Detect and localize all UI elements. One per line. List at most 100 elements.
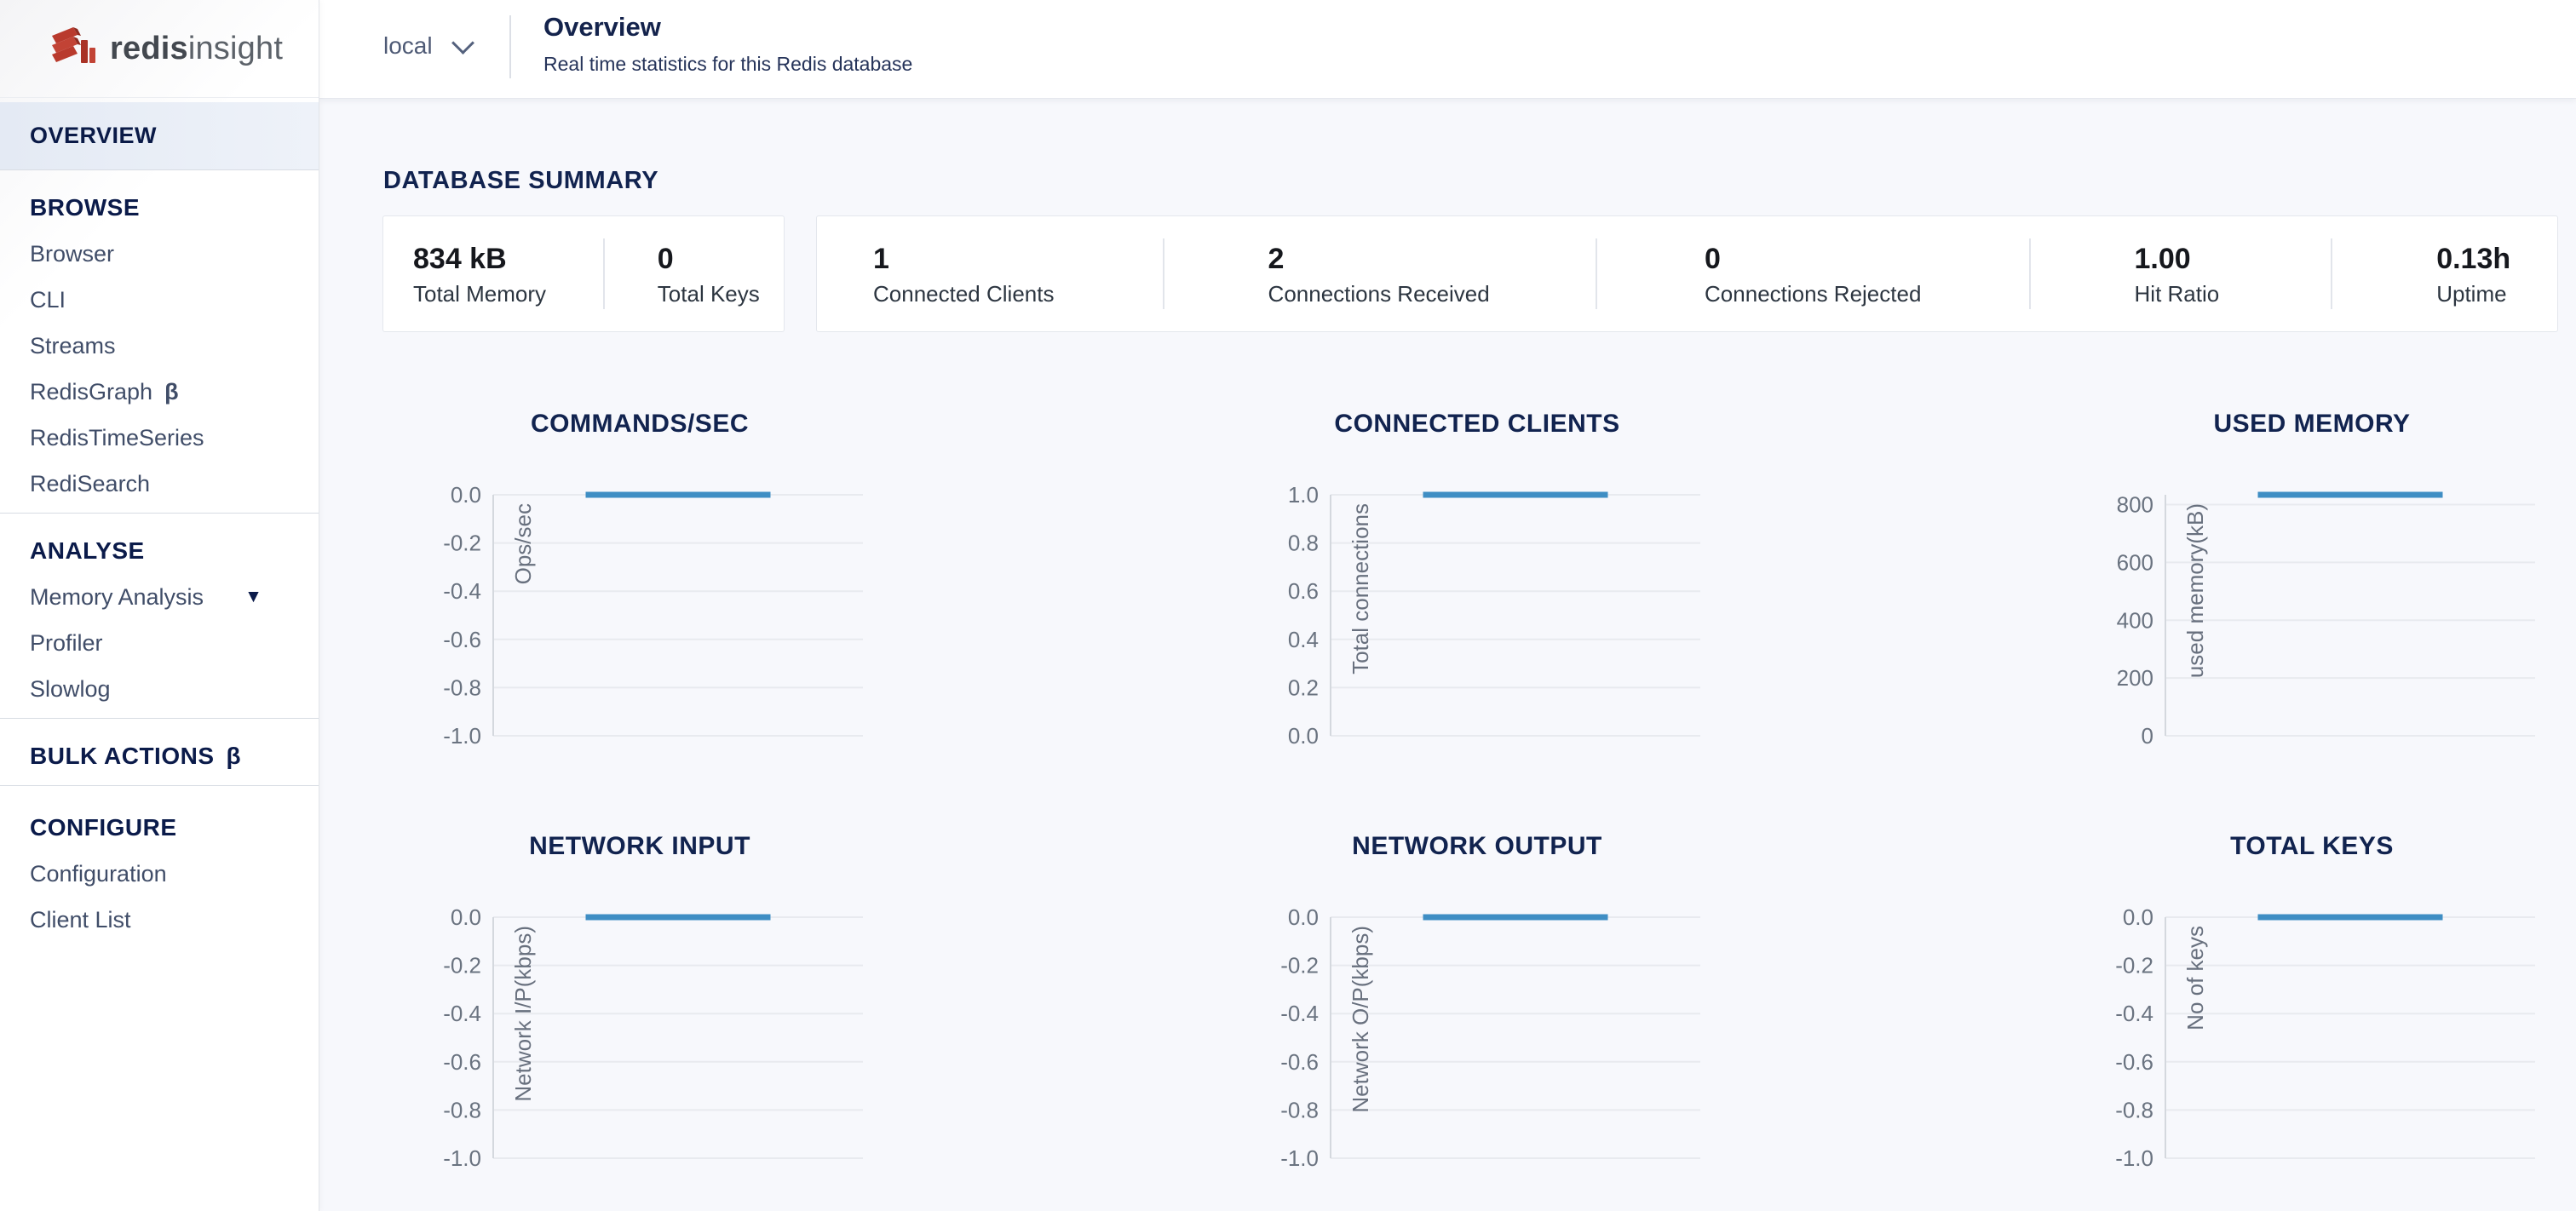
stat-value: 2 — [1268, 242, 1285, 275]
stat-value: 1 — [873, 242, 889, 275]
svg-text:No of keys: No of keys — [2182, 926, 2208, 1030]
chart-title-network-output: NETWORK OUTPUT — [1352, 832, 1602, 860]
svg-text:-0.4: -0.4 — [1280, 1001, 1319, 1026]
sidebar-item-profiler[interactable]: Profiler — [30, 629, 103, 656]
sidebar-item-redisearch[interactable]: RediSearch — [30, 470, 151, 496]
stat-label: Total Memory — [413, 280, 547, 307]
sidebar-section-header-browse: BROWSE — [30, 194, 140, 221]
beta-badge: β — [164, 378, 179, 405]
sidebar-item-slowlog[interactable]: Slowlog — [30, 675, 111, 702]
stat-value: 0.13h — [2436, 242, 2511, 275]
chart-canvas-total-keys: 0.0 -0.2 -0.4 -0.6 -0.8 -1.0 No of keys — [2115, 904, 2535, 1171]
svg-text:Network O/P(kbps): Network O/P(kbps) — [1348, 926, 1373, 1113]
svg-text:-0.4: -0.4 — [2115, 1001, 2153, 1026]
stat-label: Uptime — [2436, 280, 2507, 307]
chart-connected-clients: CONNECTED CLIENTS 1.0 0.8 0.6 0.4 0.2 0.0 Total… — [1254, 407, 1700, 760]
stat-value: 0 — [1705, 242, 1721, 275]
chart-canvas-connected-clients: 1.0 0.8 0.6 0.4 0.2 0.0 Total connections — [1288, 482, 1700, 749]
summary-stat-total-keys: 0 Total Keys — [602, 216, 784, 331]
page-subtitle: Real time statistics for this Redis data… — [543, 53, 913, 75]
stat-value: 1.00 — [2134, 242, 2191, 275]
svg-text:used memory(kB): used memory(kB) — [2182, 503, 2208, 678]
summary-stat-connections-received: 2 Connections Received — [1162, 216, 1596, 331]
sidebar-item-client-list[interactable]: Client List — [30, 906, 131, 933]
sidebar-item-streams[interactable]: Streams — [30, 332, 116, 359]
chart-canvas-commands-sec: 0.0 -0.2 -0.4 -0.6 -0.8 -1.0 Ops/sec — [443, 482, 863, 749]
logo-text-insight: insight — [187, 30, 284, 66]
chart-network-input: NETWORK INPUT 0.0 -0.2 -0.4 -0.6 -0.8 -1.0 Netw… — [417, 829, 863, 1183]
stat-label: Connected Clients — [873, 280, 1055, 307]
summary-stat-uptime: 0.13h Uptime — [2331, 216, 2557, 331]
stat-label: Connections Received — [1268, 280, 1490, 307]
chart-canvas-used-memory: 800 600 400 200 0 used memory(kB) — [2117, 491, 2535, 749]
top-header: local Overview Real time statistics for … — [319, 0, 2576, 99]
svg-text:-0.8: -0.8 — [443, 1097, 481, 1122]
svg-text:-0.2: -0.2 — [443, 953, 481, 979]
sidebar-section-configure: CONFIGURE Configuration Client List — [0, 786, 319, 949]
chart-canvas-network-input: 0.0 -0.2 -0.4 -0.6 -0.8 -1.0 Network I/P(kbps) — [443, 904, 863, 1171]
svg-text:0.0: 0.0 — [1288, 904, 1319, 930]
redisinsight-logo-icon — [47, 21, 98, 77]
chart-title-total-keys: TOTAL KEYS — [2230, 832, 2394, 860]
chart-used-memory: USED MEMORY 800 600 400 200 0 used memory(kB) — [2089, 407, 2535, 760]
svg-text:-0.2: -0.2 — [1280, 953, 1319, 979]
sidebar-section-overview: OVERVIEW — [0, 102, 319, 170]
svg-text:800: 800 — [2117, 492, 2153, 518]
page-title: Overview — [543, 12, 661, 42]
svg-text:-0.8: -0.8 — [1280, 1097, 1319, 1122]
sidebar-section-header-analyse: ANALYSE — [30, 537, 145, 564]
svg-text:Network I/P(kbps): Network I/P(kbps) — [510, 926, 536, 1102]
svg-text:200: 200 — [2117, 665, 2153, 691]
sidebar: redisinsight OVERVIEW BROWSE Browser CLI Str… — [0, 0, 319, 1211]
svg-text:-0.2: -0.2 — [443, 531, 481, 556]
stat-value: 834 kB — [413, 242, 507, 275]
svg-text:1.0: 1.0 — [1288, 482, 1319, 508]
svg-text:0.8: 0.8 — [1288, 531, 1319, 556]
sidebar-section-header-configure: CONFIGURE — [30, 814, 177, 841]
svg-text:-0.6: -0.6 — [443, 1049, 481, 1075]
database-summary-title: DATABASE SUMMARY — [383, 167, 659, 194]
summary-stat-connected-clients: 1 Connected Clients — [817, 216, 1163, 331]
svg-text:-0.6: -0.6 — [1280, 1049, 1319, 1075]
sidebar-item-cli[interactable]: CLI — [30, 286, 66, 313]
summary-card-memory-keys: 834 kB Total Memory 0 Total Keys — [382, 215, 785, 332]
svg-text:-0.8: -0.8 — [443, 674, 481, 700]
chart-network-output: NETWORK OUTPUT 0.0 -0.2 -0.4 -0.6 -0.8 -1.0 Net… — [1254, 829, 1700, 1183]
summary-card-connections: 1 Connected Clients 2 Connections Received 0… — [816, 215, 2558, 332]
stat-label: Hit Ratio — [2134, 280, 2220, 307]
sidebar-item-memory-analysis[interactable]: Memory Analysis ▼ — [30, 583, 262, 610]
summary-stat-connections-rejected: 0 Connections Rejected — [1596, 216, 2028, 331]
svg-text:0.0: 0.0 — [451, 482, 481, 508]
svg-text:-1.0: -1.0 — [2115, 1145, 2153, 1171]
svg-text:Ops/sec: Ops/sec — [510, 503, 536, 584]
sidebar-item-overview[interactable]: OVERVIEW — [0, 102, 319, 169]
svg-text:0: 0 — [2142, 723, 2153, 749]
sidebar-item-redistimeseries[interactable]: RedisTimeSeries — [30, 424, 204, 451]
summary-stat-hit-ratio: 1.00 Hit Ratio — [2028, 216, 2332, 331]
sidebar-nav: OVERVIEW BROWSE Browser CLI Streams RedisGrap… — [0, 102, 319, 949]
chart-title-connected-clients: CONNECTED CLIENTS — [1334, 410, 1620, 438]
sidebar-item-redisgraph[interactable]: RedisGraph β — [30, 378, 179, 405]
svg-text:Total connections: Total connections — [1348, 503, 1373, 674]
sidebar-section-bulk-actions: BULK ACTIONS β — [0, 719, 319, 786]
beta-badge: β — [226, 743, 242, 769]
svg-text:-1.0: -1.0 — [1280, 1145, 1319, 1171]
svg-text:0.0: 0.0 — [2123, 904, 2153, 930]
sidebar-item-browser[interactable]: Browser — [30, 240, 115, 267]
chart-commands-sec: COMMANDS/SEC 0.0 -0.2 -0.4 -0.6 -0.8 -1.0 Ops/s… — [417, 407, 863, 760]
svg-text:0.4: 0.4 — [1288, 627, 1319, 652]
svg-text:-1.0: -1.0 — [443, 723, 481, 749]
sidebar-section-header-bulk-actions: BULK ACTIONS β — [30, 743, 242, 769]
svg-text:-0.6: -0.6 — [443, 627, 481, 652]
header-divider — [509, 15, 511, 78]
svg-text:-1.0: -1.0 — [443, 1145, 481, 1171]
sidebar-section-analyse: ANALYSE Memory Analysis ▼ Profiler Slowlog — [0, 514, 319, 719]
database-selector[interactable]: local — [383, 31, 474, 60]
stat-value: 0 — [657, 242, 674, 275]
svg-text:-0.2: -0.2 — [2115, 953, 2153, 979]
dropdown-caret-icon[interactable]: ▼ — [244, 587, 262, 606]
sidebar-item-configuration[interactable]: Configuration — [30, 860, 167, 887]
svg-text:600: 600 — [2117, 549, 2153, 575]
chart-title-used-memory: USED MEMORY — [2213, 410, 2411, 438]
